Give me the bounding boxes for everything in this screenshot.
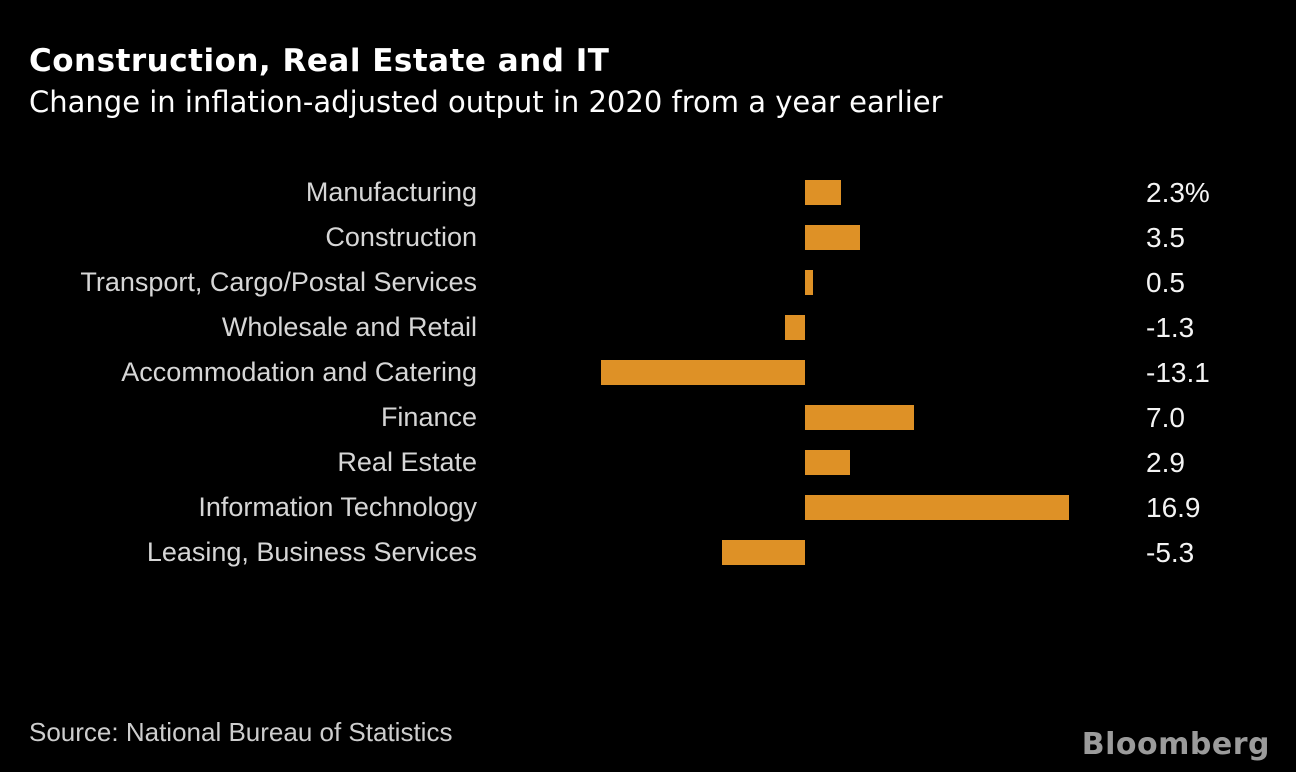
chart-row: Real Estate 2.9: [0, 440, 1296, 485]
value-label: 2.3%: [1146, 177, 1210, 208]
category-label: Transport, Cargo/Postal Services: [80, 267, 477, 297]
page-title: Construction, Real Estate and IT: [29, 43, 610, 79]
value-label: 7.0: [1146, 402, 1185, 433]
value-label: -1.3: [1146, 312, 1195, 343]
category-label: Manufacturing: [305, 177, 477, 207]
value-bar: [805, 225, 860, 250]
value-bar: [805, 450, 851, 475]
chart-row: Information Technology 16.9: [0, 485, 1296, 530]
value-label: 0.5: [1146, 267, 1185, 298]
bloomberg-logo: Bloomberg: [1081, 727, 1270, 762]
chart-row: Accommodation and Catering -13.1: [0, 350, 1296, 395]
category-label: Finance: [380, 402, 477, 432]
value-bar: [784, 315, 805, 340]
category-label: Wholesale and Retail: [221, 312, 477, 342]
chart-row: Finance 7.0: [0, 395, 1296, 440]
value-bar: [805, 405, 915, 430]
value-bar: [805, 180, 841, 205]
value-bar: [600, 360, 805, 385]
value-bar: [805, 495, 1069, 520]
chart-row: Construction 3.5: [0, 215, 1296, 260]
value-label: 3.5: [1146, 222, 1185, 253]
source-note: Source: National Bureau of Statistics: [29, 717, 453, 747]
chart-row: Leasing, Business Services -5.3: [0, 530, 1296, 575]
value-bar: [722, 540, 805, 565]
value-label: -5.3: [1146, 537, 1195, 568]
value-label: 16.9: [1146, 492, 1201, 523]
chart-row: Transport, Cargo/Postal Services 0.5: [0, 260, 1296, 305]
chart-row: Manufacturing 2.3%: [0, 170, 1296, 215]
category-label: Information Technology: [198, 492, 477, 522]
category-label: Accommodation and Catering: [121, 357, 477, 387]
page-subtitle: Change in inflation-adjusted output in 2…: [29, 85, 943, 119]
category-label: Real Estate: [337, 447, 477, 477]
category-label: Leasing, Business Services: [146, 537, 477, 567]
value-label: 2.9: [1146, 447, 1185, 478]
chart-row: Wholesale and Retail -1.3: [0, 305, 1296, 350]
value-bar: [805, 270, 813, 295]
category-label: Construction: [325, 222, 477, 252]
value-label: -13.1: [1146, 357, 1210, 388]
